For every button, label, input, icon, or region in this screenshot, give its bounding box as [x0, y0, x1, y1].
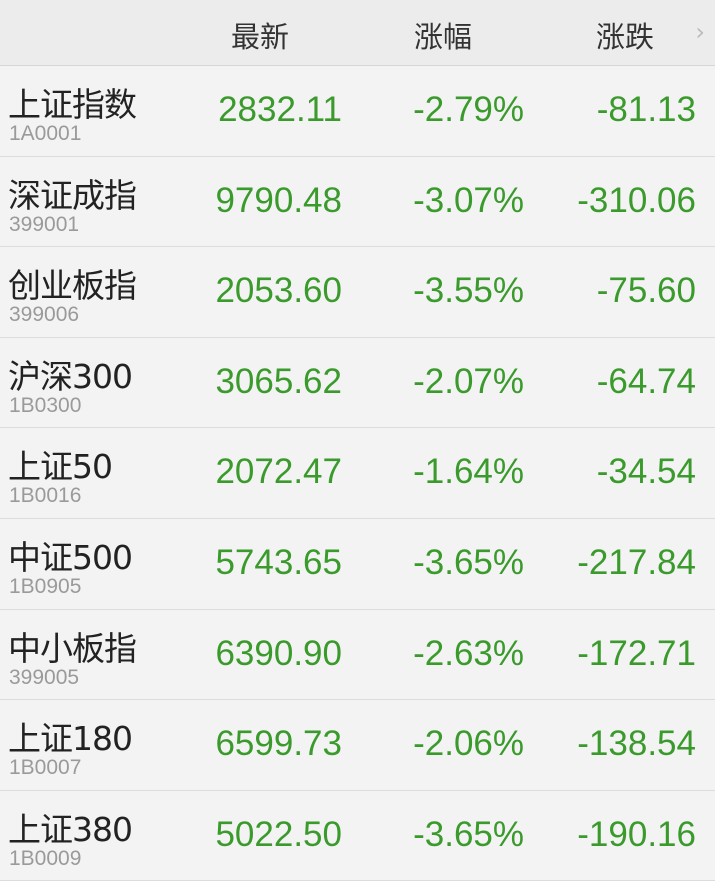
latest-price: 5022.50: [215, 814, 342, 854]
column-latest[interactable]: 最新: [230, 20, 289, 54]
latest-price: 6390.90: [215, 633, 342, 673]
table-row[interactable]: 上证指数 1A0001 2832.11 -2.79% -81.13: [0, 66, 715, 157]
table-row[interactable]: 沪深300 1B0300 3065.62 -2.07% -64.74: [0, 338, 715, 429]
index-name: 中证500: [8, 537, 133, 577]
change-amount: -75.60: [596, 271, 696, 311]
index-list: 上证指数 1A0001 2832.11 -2.79% -81.13 深证成指 39…: [0, 66, 715, 881]
change-percent: -1.64%: [413, 452, 524, 492]
latest-price: 9790.48: [215, 180, 342, 220]
latest-price: 3065.62: [215, 361, 342, 401]
change-amount: -64.74: [596, 361, 696, 401]
latest-price: 2832.11: [218, 90, 342, 129]
index-name: 中小板指: [8, 628, 137, 668]
table-row[interactable]: 上证50 1B0016 2072.47 -1.64% -34.54: [0, 428, 715, 519]
change-percent: -3.65%: [413, 814, 524, 854]
column-change-percent[interactable]: 涨幅: [413, 20, 472, 54]
table-row[interactable]: 中小板指 399005 6390.90 -2.63% -172.71: [0, 610, 715, 701]
chevron-right-icon[interactable]: ›: [695, 18, 705, 46]
change-percent: -2.07%: [413, 361, 524, 401]
index-code: 399006: [9, 303, 80, 327]
change-amount: -217.84: [577, 542, 696, 582]
latest-price: 5743.65: [215, 542, 342, 582]
change-amount: -172.71: [577, 633, 696, 673]
index-name: 创业板指: [8, 266, 137, 306]
change-percent: -3.65%: [413, 542, 524, 582]
latest-price: 2053.60: [215, 271, 342, 311]
index-name: 上证380: [8, 809, 133, 849]
change-amount: -138.54: [577, 724, 696, 764]
index-name: 深证成指: [8, 175, 137, 215]
table-row[interactable]: 创业板指 399006 2053.60 -3.55% -75.60: [0, 247, 715, 338]
table-row[interactable]: 上证180 1B0007 6599.73 -2.06% -138.54: [0, 700, 715, 791]
index-name: 沪深300: [8, 356, 133, 396]
change-percent: -3.07%: [413, 180, 524, 220]
change-percent: -2.63%: [413, 633, 524, 673]
index-name: 上证指数: [8, 85, 137, 124]
index-code: 1B0905: [9, 574, 82, 598]
index-code: 1B0016: [9, 484, 82, 508]
index-code: 399005: [9, 665, 80, 689]
column-change[interactable]: 涨跌: [595, 20, 654, 54]
table-row[interactable]: 深证成指 399001 9790.48 -3.07% -310.06: [0, 157, 715, 248]
table-header: 最新 涨幅 涨跌 ›: [0, 0, 715, 66]
latest-price: 2072.47: [215, 452, 342, 492]
index-name: 上证180: [8, 719, 133, 759]
index-code: 1A0001: [9, 122, 82, 145]
index-code: 1B0007: [9, 756, 82, 780]
change-amount: -190.16: [577, 814, 696, 854]
latest-price: 6599.73: [215, 724, 342, 764]
table-row[interactable]: 中证500 1B0905 5743.65 -3.65% -217.84: [0, 519, 715, 610]
change-percent: -2.06%: [413, 724, 524, 764]
change-amount: -81.13: [596, 90, 696, 129]
change-amount: -34.54: [596, 452, 696, 492]
change-amount: -310.06: [577, 180, 696, 220]
index-code: 1B0300: [9, 393, 82, 417]
index-name: 上证50: [8, 447, 113, 487]
table-row[interactable]: 上证380 1B0009 5022.50 -3.65% -190.16: [0, 791, 715, 881]
change-percent: -3.55%: [413, 271, 524, 311]
index-code: 399001: [9, 212, 80, 236]
change-percent: -2.79%: [413, 90, 524, 129]
index-code: 1B0009: [9, 846, 82, 870]
